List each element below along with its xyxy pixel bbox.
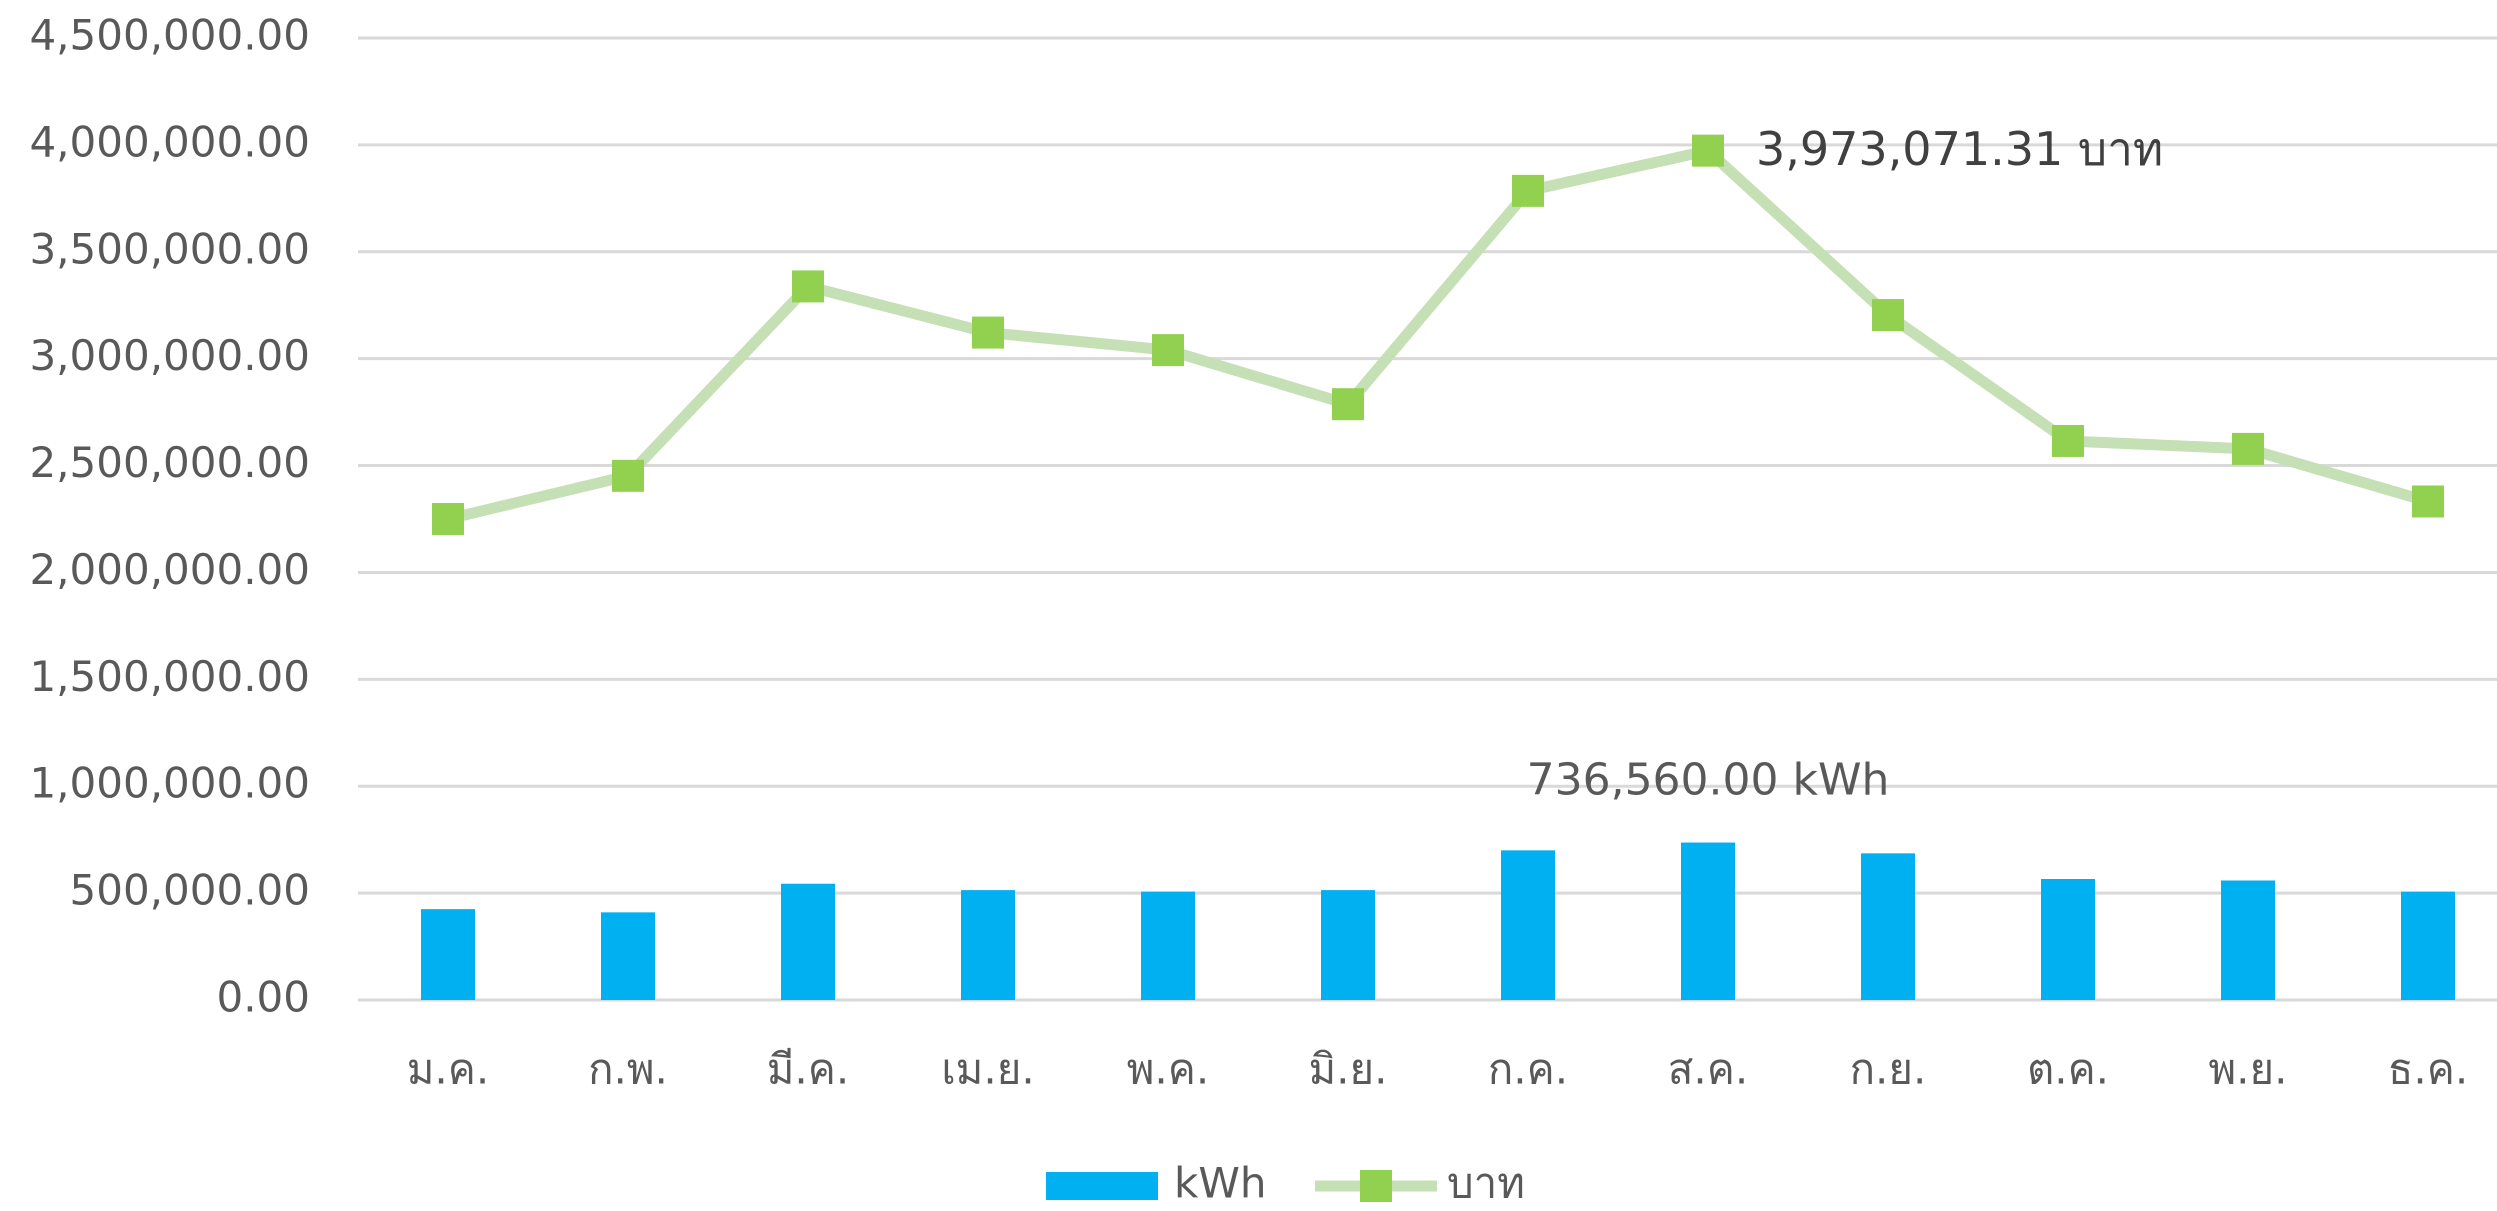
marker [2052,424,2084,457]
bar [2401,891,2455,1000]
line [446,145,2430,525]
x-tick-label: เม.ย. [941,1045,1034,1094]
bar [781,883,835,1000]
marker [612,459,644,492]
marker [1512,174,1544,207]
x-tick-label: ธ.ค. [2388,1045,2468,1094]
y-tick-label: 3,000,000.00 [29,331,310,380]
x-tick-label: ต.ค. [2027,1045,2109,1094]
legend-label: บาท [1447,1159,1525,1208]
marker [2412,485,2444,518]
x-tick-label: ม.ค. [407,1045,489,1094]
marker [1332,388,1364,421]
marker [1152,334,1184,367]
x-tick-label: พ.ค. [1127,1045,1209,1094]
y-tick-label: 2,000,000.00 [29,545,310,594]
bar [1501,850,1555,1000]
data-label: 3,973,071.31 บาท [1756,122,2163,176]
y-tick-label: 1,000,000.00 [29,759,310,808]
bar [2221,880,2275,1000]
bar [601,912,655,1000]
bar [1861,853,1915,1000]
legend-label: kWh [1174,1159,1266,1208]
marker [1692,134,1724,167]
y-tick-label: 0.00 [216,973,310,1022]
bar [1321,890,1375,1000]
marker [432,503,464,535]
marker [972,316,1004,349]
x-tick-label: ก.พ. [588,1045,668,1094]
y-tick-label: 2,500,000.00 [29,438,310,487]
bar [1681,842,1735,1000]
data-label: 736,560.00 kWh [1527,755,1890,806]
x-tick-label: ส.ค. [1668,1045,1748,1094]
y-tick-label: 4,000,000.00 [29,117,310,166]
x-tick-label: ก.ค. [1488,1045,1568,1094]
x-tick-label: พ.ย. [2209,1045,2288,1094]
y-tick-label: 4,500,000.00 [29,11,310,60]
bar [1141,891,1195,1000]
legend-marker [1360,1170,1392,1202]
y-tick-label: 500,000.00 [70,866,310,915]
marker [1872,299,1904,332]
legend-swatch [1046,1172,1158,1200]
x-tick-label: มิ.ย. [1309,1045,1388,1094]
bar [2041,879,2095,1000]
y-tick-label: 1,500,000.00 [29,652,310,701]
marker [792,270,824,303]
x-tick-label: มี.ค. [767,1045,849,1094]
bar [421,909,475,1000]
marker [2232,432,2264,465]
y-tick-label: 3,500,000.00 [29,224,310,273]
x-tick-label: ก.ย. [1850,1045,1927,1094]
bar [961,890,1015,1000]
